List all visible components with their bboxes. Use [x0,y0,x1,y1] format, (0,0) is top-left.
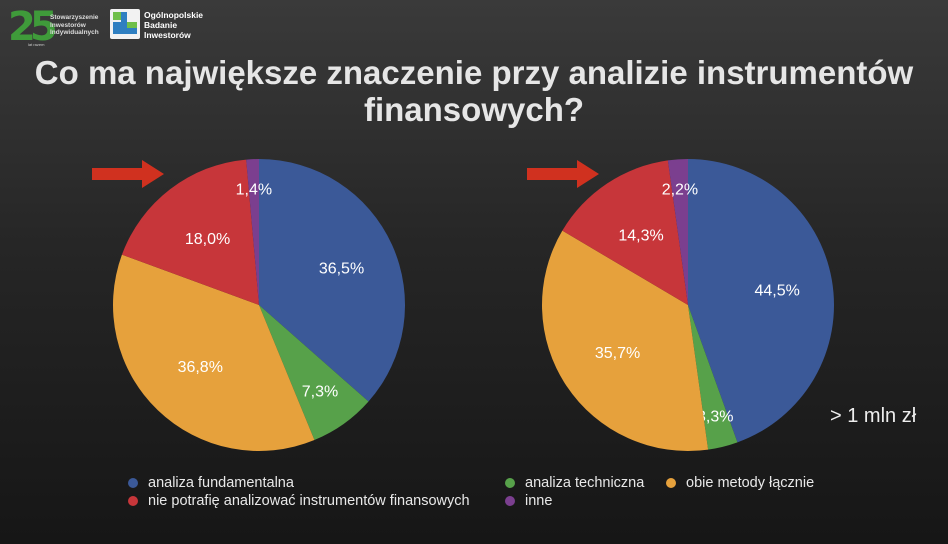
slide-title: Co ma największe znaczenie przy analizie… [34,54,914,128]
legend-label: analiza techniczna [525,475,645,491]
slice-label: 7,3% [302,384,338,401]
pie-slice [121,159,259,305]
slice-label: 44,5% [754,282,799,299]
arrow-icon-right [527,160,599,188]
slice-label: 1,4% [236,181,272,198]
pie-slice [246,159,259,305]
pie-slice [667,159,688,305]
slice-label: 14,3% [618,228,663,245]
legend-item: analiza techniczna [505,475,644,491]
siii-logo: 25 lat razem Stowarzyszenie Inwestorów I… [8,4,118,50]
legend-dot-icon [505,496,515,506]
pie-slice [688,159,834,443]
arrow-icon-left [92,160,164,188]
pie-slice [542,230,709,451]
obi-mark-icon [110,9,140,39]
legend-label: inne [525,493,553,509]
legend-item: inne [505,493,552,509]
legend-label: analiza fundamentalna [148,475,294,491]
slice-label: 36,5% [319,261,364,278]
legend-item: analiza fundamentalna [128,475,294,491]
pie-slice [688,305,738,450]
pie-slice [259,305,369,441]
logo-text-siii: Stowarzyszenie Inwestorów Indywidualnych [50,14,99,36]
slice-label: 18,0% [185,231,230,248]
legend-dot-icon [128,496,138,506]
pie-slice [259,159,405,402]
legend-item: nie potrafię analizować instrumentów fin… [128,493,470,509]
pie-slice [112,254,315,451]
logo-text-obi: Ogólnopolskie Badanie Inwestorów [144,10,204,40]
slice-label: 36,8% [178,359,223,376]
logo-number: 25 [8,4,58,50]
obi-logo: Ogólnopolskie Badanie Inwestorów [110,9,220,43]
pie-slice [562,160,688,305]
slice-label: 3,3% [697,409,733,426]
legend-label: obie metody łącznie [686,475,815,491]
legend-dot-icon [128,478,138,488]
legend-dot-icon [505,478,515,488]
slice-label: 35,7% [595,345,640,362]
logo-sub: lat razem [28,42,45,47]
wealth-note: > 1 mln zł [830,405,917,427]
legend-item: obie metody łącznie [666,475,814,491]
legend-dot-icon [666,478,676,488]
slice-label: 2,2% [662,181,698,198]
legend-label: nie potrafię analizować instrumentów fin… [148,493,470,509]
